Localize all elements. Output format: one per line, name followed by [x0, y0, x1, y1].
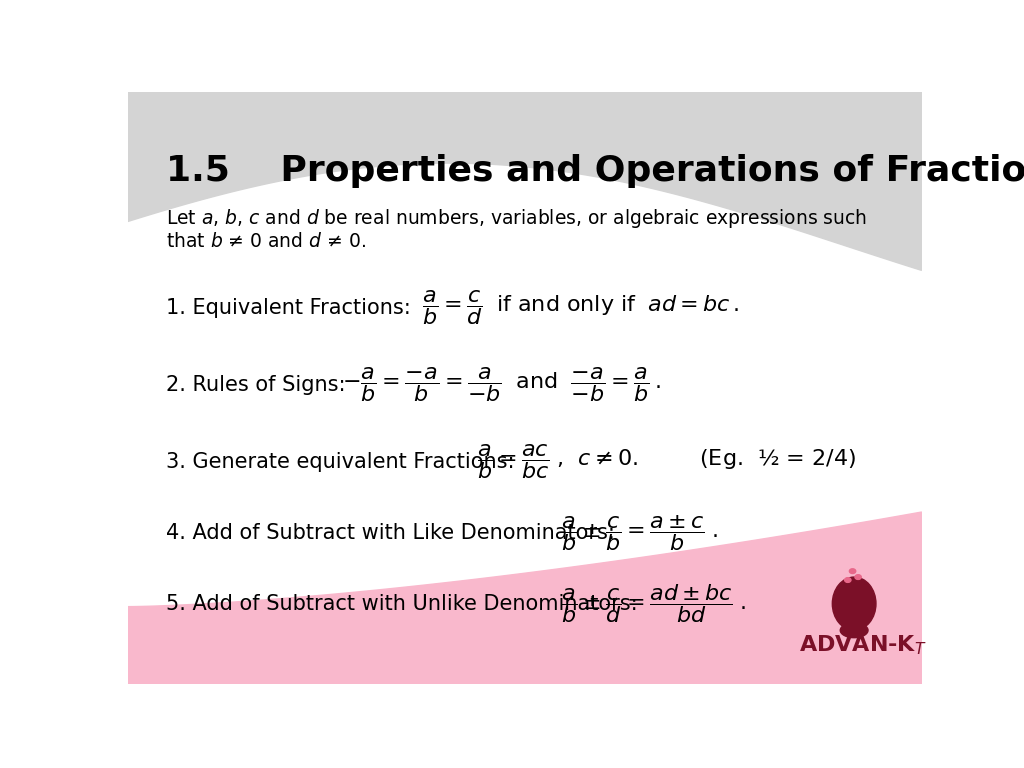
Polygon shape	[128, 92, 922, 270]
Text: $\dfrac{a}{b} \pm \dfrac{c}{b} = \dfrac{a \pm c}{b}\;$.: $\dfrac{a}{b} \pm \dfrac{c}{b} = \dfrac{…	[560, 513, 718, 553]
Ellipse shape	[833, 577, 876, 631]
Text: 1.5    Properties and Operations of Fractions: 1.5 Properties and Operations of Fractio…	[166, 154, 1024, 188]
Text: 3. Generate equivalent Fractions:: 3. Generate equivalent Fractions:	[166, 452, 515, 472]
Text: $\dfrac{a}{b} \pm \dfrac{c}{d} = \dfrac{ad \pm bc}{bd}\;$.: $\dfrac{a}{b} \pm \dfrac{c}{d} = \dfrac{…	[560, 582, 745, 625]
Text: 5. Add of Subtract with Unlike Denominators:: 5. Add of Subtract with Unlike Denominat…	[166, 594, 638, 614]
Text: ADVAN-K$_T$: ADVAN-K$_T$	[799, 634, 927, 657]
Text: that $b$ ≠ 0 and $d$ ≠ 0.: that $b$ ≠ 0 and $d$ ≠ 0.	[166, 232, 367, 250]
Text: $\dfrac{a}{b} = \dfrac{ac}{bc}\;$,  $c \neq 0.$        (Eg.  ½ = 2/4): $\dfrac{a}{b} = \dfrac{ac}{bc}\;$, $c \n…	[477, 442, 856, 482]
Circle shape	[849, 569, 856, 574]
Text: 4. Add of Subtract with Like Denominators:: 4. Add of Subtract with Like Denominator…	[166, 523, 615, 543]
Polygon shape	[128, 512, 922, 684]
Text: $-\dfrac{a}{b} = \dfrac{-a}{b} = \dfrac{a}{-b}\;$ and $\;\dfrac{-a}{-b} = \dfrac: $-\dfrac{a}{b} = \dfrac{-a}{b} = \dfrac{…	[342, 366, 662, 405]
Circle shape	[855, 574, 861, 579]
Text: $\dfrac{a}{b} = \dfrac{c}{d}\;$ if and only if $\;ad = bc\,.$: $\dfrac{a}{b} = \dfrac{c}{d}\;$ if and o…	[422, 289, 738, 327]
Text: 2. Rules of Signs:: 2. Rules of Signs:	[166, 375, 345, 395]
Circle shape	[845, 578, 851, 582]
Text: 1. Equivalent Fractions:: 1. Equivalent Fractions:	[166, 298, 411, 318]
Text: Let $a$, $b$, $c$ and $d$ be real numbers, variables, or algebraic expressions s: Let $a$, $b$, $c$ and $d$ be real number…	[166, 207, 867, 230]
Ellipse shape	[841, 623, 868, 637]
